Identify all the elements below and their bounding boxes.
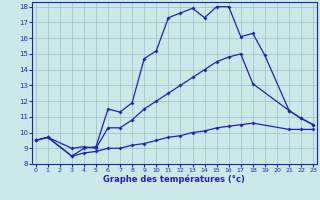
X-axis label: Graphe des températures (°c): Graphe des températures (°c) — [103, 175, 245, 184]
